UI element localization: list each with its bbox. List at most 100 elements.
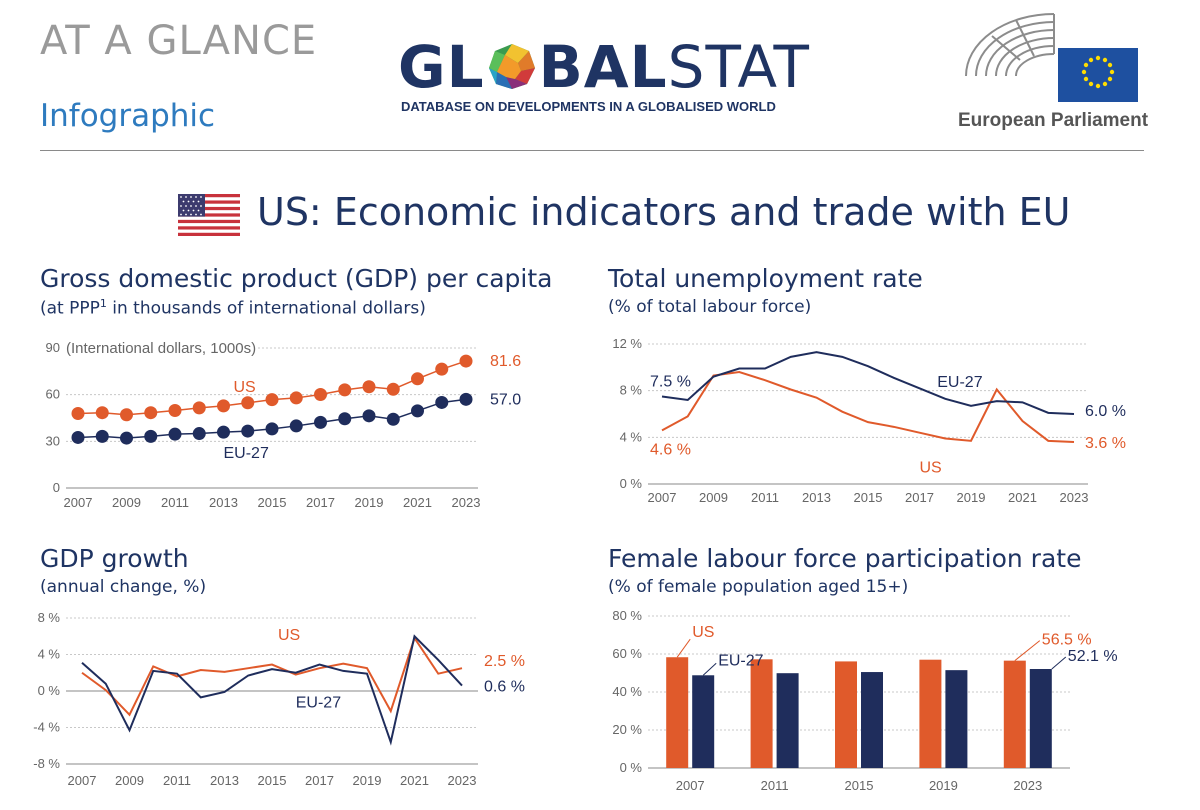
growth-xtick-label: 2021 bbox=[400, 773, 429, 788]
gdp_pc-point-eu-27 bbox=[71, 430, 85, 444]
growth-xtick-label: 2009 bbox=[115, 773, 144, 788]
growth-end-label-eu: 0.6 % bbox=[484, 679, 525, 696]
gdp_pc-point-us bbox=[411, 372, 424, 386]
globalstat-wordmark: GL BALSTAT bbox=[398, 36, 810, 98]
flfp-ytick-label: 20 % bbox=[612, 722, 642, 737]
growth-end-label-us: 2.5 % bbox=[484, 653, 525, 670]
gdp_pc-xtick-label: 2007 bbox=[64, 495, 93, 510]
gdp_pc-point-us bbox=[338, 383, 352, 397]
unemp-end-label-eu: 6.0 % bbox=[1085, 403, 1126, 420]
gdp_pc-point-us bbox=[241, 396, 255, 410]
flfp-bar-us bbox=[1003, 660, 1026, 768]
unemp-xtick-label: 2007 bbox=[648, 490, 677, 505]
flfp-xtick-label: 2015 bbox=[845, 778, 874, 793]
unemp-xtick-label: 2011 bbox=[751, 490, 779, 505]
us-flag-icon bbox=[178, 194, 240, 236]
gdp_pc-point-eu-27 bbox=[411, 404, 424, 418]
flfp-xtick-label: 2011 bbox=[761, 778, 789, 793]
european-parliament-logo[interactable]: European Parliament bbox=[958, 6, 1148, 136]
flfp-ytick-label: 80 % bbox=[612, 608, 642, 623]
gdp_pc-point-us bbox=[95, 406, 109, 420]
gdp_pc-point-eu-27 bbox=[95, 429, 109, 443]
growth-xtick-label: 2011 bbox=[163, 773, 191, 788]
logo-word-part2: BAL bbox=[538, 33, 668, 101]
gdp_pc-point-us bbox=[120, 408, 133, 422]
flfp-xtick-label: 2019 bbox=[929, 778, 958, 793]
gdp_pc-xtick-label: 2023 bbox=[452, 495, 481, 510]
female-participation-title: Female labour force participation rate bbox=[608, 544, 1082, 573]
gdp_pc-point-us bbox=[168, 404, 182, 418]
unemp-xtick-label: 2015 bbox=[854, 490, 883, 505]
gdp_pc-unit-note-bg bbox=[66, 336, 258, 358]
unemployment-title: Total unemployment rate bbox=[608, 264, 923, 293]
growth-series-eu-27-line bbox=[81, 634, 463, 746]
unemp-start-label-us: 4.6 % bbox=[650, 441, 691, 458]
gdp-growth-chart: -8 % -4 % 0 % 4 % 8 % 2007 2009 2011 2013 2015 201… bbox=[33, 610, 525, 788]
gdp_pc-xtick-label: 2019 bbox=[355, 495, 384, 510]
growth-series-label-us: US bbox=[278, 627, 300, 644]
flfp-bar-us bbox=[666, 657, 689, 768]
gdp_pc-point-eu-27 bbox=[241, 424, 255, 438]
gdp_pc-point-us bbox=[144, 406, 158, 420]
unemp-series-us-line bbox=[661, 370, 1075, 443]
logo-word-part1: GL bbox=[398, 33, 485, 101]
gdp_pc-point-eu-27 bbox=[217, 425, 230, 439]
gdp_pc-point-eu-27 bbox=[265, 422, 279, 436]
gdp_pc-ytick-label: 60 bbox=[46, 387, 60, 402]
gdp_pc-series-label-us: US bbox=[234, 379, 256, 396]
gdp_pc-xtick-label: 2015 bbox=[258, 495, 287, 510]
gdp_pc-point-us bbox=[435, 362, 449, 376]
unemp-xtick-label: 2017 bbox=[905, 490, 934, 505]
gdp_pc-point-eu-27 bbox=[386, 412, 400, 426]
gdp_pc-point-eu-27 bbox=[435, 395, 449, 409]
gdp_pc-point-eu-27 bbox=[289, 419, 303, 433]
gdp_pc-point-eu-27 bbox=[120, 431, 133, 445]
flfp-callout-us bbox=[676, 638, 691, 658]
gdp_pc-series-label-eu: EU-27 bbox=[224, 445, 269, 462]
flfp-series-label-us: US bbox=[692, 624, 714, 641]
growth-ytick-label: 4 % bbox=[38, 647, 61, 662]
gdp_pc-ytick-label: 30 bbox=[46, 433, 60, 448]
flfp-end-label-eu: 52.1 % bbox=[1068, 648, 1118, 665]
footnote-marker: 1 bbox=[99, 297, 107, 310]
growth-xtick-label: 2017 bbox=[305, 773, 334, 788]
gdp_pc-ytick-label: 90 bbox=[46, 340, 60, 355]
gdp-per-capita-chart: 0 30 60 90 2007 2009 2011 2013 2015 2017 2019 2021 2… bbox=[46, 336, 521, 510]
gdp-per-capita-subtitle-a: (at PPP bbox=[40, 298, 100, 319]
gdp_pc-point-us bbox=[386, 382, 400, 396]
unemp-xtick-label: 2023 bbox=[1060, 490, 1089, 505]
unemp-series-eu-27-line bbox=[661, 351, 1075, 415]
gdp_pc-unit-note: (International dollars, 1000s) bbox=[66, 340, 256, 357]
unemp-xtick-label: 2019 bbox=[957, 490, 986, 505]
gdp-per-capita-title: Gross domestic product (GDP) per capita bbox=[40, 264, 553, 293]
unemp-end-label-us: 3.6 % bbox=[1085, 435, 1126, 452]
gdp_pc-xtick-label: 2009 bbox=[112, 495, 141, 510]
unemp-ytick-label: 8 % bbox=[620, 383, 643, 398]
flfp-ytick-label: 0 % bbox=[620, 760, 643, 775]
unemp-series-label-us: US bbox=[920, 460, 942, 477]
gdp_pc-series-us-line bbox=[77, 360, 467, 416]
globalstat-logo[interactable]: GL BALSTAT DATABASE ON DEVELOPMENTS IN A… bbox=[398, 36, 809, 126]
gdp_pc-end-label-us: 81.6 bbox=[490, 353, 521, 370]
logo-tagline: DATABASE ON DEVELOPMENTS IN A GLOBALISED… bbox=[401, 99, 776, 114]
growth-ytick-label: -8 % bbox=[33, 756, 60, 771]
flfp-bar-us bbox=[835, 661, 857, 768]
flfp-series-label-eu: EU-27 bbox=[718, 652, 763, 669]
growth-series-label-eu: EU-27 bbox=[296, 694, 341, 711]
gdp_pc-xtick-label: 2013 bbox=[209, 495, 238, 510]
header-divider bbox=[40, 150, 1144, 151]
gdp_pc-ytick-label: 0 bbox=[53, 480, 60, 495]
flfp-bar-us bbox=[750, 659, 773, 768]
gdp_pc-end-label-eu: 57.0 bbox=[490, 391, 521, 408]
flfp-end-leader-eu bbox=[1051, 656, 1067, 670]
european-parliament-label: European Parliament bbox=[958, 110, 1149, 131]
flfp-ytick-label: 40 % bbox=[612, 684, 642, 699]
unemployment-chart: 0 % 4 % 8 % 12 % 2007 2009 2011 2013 2015 2017 201… bbox=[612, 336, 1126, 505]
unemp-xtick-label: 2021 bbox=[1008, 490, 1037, 505]
globe-icon bbox=[488, 44, 535, 89]
gdp_pc-point-us bbox=[265, 393, 279, 407]
growth-series-us-line bbox=[81, 635, 463, 717]
gdp_pc-point-eu-27 bbox=[144, 429, 158, 443]
gdp_pc-point-us bbox=[289, 391, 303, 405]
gdp_pc-point-us bbox=[362, 380, 376, 394]
